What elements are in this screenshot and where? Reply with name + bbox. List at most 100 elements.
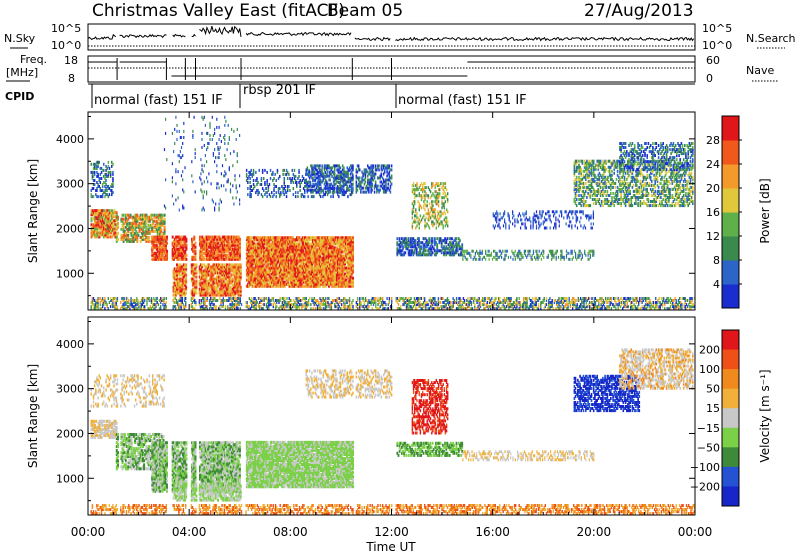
power-range-gate xyxy=(266,238,269,242)
power-range-gate xyxy=(155,229,158,233)
power-range-gate xyxy=(245,238,249,242)
power-range-gate xyxy=(157,233,160,237)
power-range-gate xyxy=(207,267,210,271)
power-range-gate xyxy=(229,257,232,261)
power-range-gate xyxy=(669,297,672,300)
power-range-gate xyxy=(91,299,94,302)
power-range-gate xyxy=(191,277,194,281)
power-range-gate xyxy=(139,225,142,229)
power-range-gate xyxy=(164,257,167,261)
power-range-gate xyxy=(449,303,451,307)
power-range-gate xyxy=(301,238,304,242)
power-range-gate xyxy=(313,297,315,300)
power-range-gate xyxy=(666,297,668,300)
power-range-gate xyxy=(155,299,157,302)
power-range-gate xyxy=(299,299,302,302)
power-range-gate xyxy=(90,213,93,217)
power-range-gate xyxy=(352,307,354,310)
power-range-gate xyxy=(160,215,163,219)
power-range-gate xyxy=(216,241,219,245)
power-range-gate xyxy=(237,269,240,273)
power-range-gate xyxy=(281,262,284,266)
power-range-gate xyxy=(111,229,113,233)
power-range-gate xyxy=(294,246,298,250)
power-range-gate xyxy=(545,297,548,300)
power-range-gate xyxy=(177,235,180,239)
power-range-gate xyxy=(689,305,691,309)
power-range-gate xyxy=(269,272,272,276)
power-range-gate xyxy=(176,271,178,275)
power-range-gate xyxy=(269,250,272,254)
power-range-gate xyxy=(565,297,567,300)
power-range-gate xyxy=(290,278,293,282)
power-range-gate xyxy=(95,164,97,168)
power-range-gate xyxy=(105,231,108,235)
power-range-gate xyxy=(304,258,307,262)
power-range-gate xyxy=(310,244,313,248)
power-range-gate xyxy=(230,235,233,239)
power-range-gate xyxy=(175,249,178,253)
power-range-gate xyxy=(658,305,660,309)
power-range-gate xyxy=(124,237,127,241)
power-range-gate xyxy=(163,305,165,309)
power-range-gate xyxy=(151,235,154,239)
power-range-gate xyxy=(213,263,216,267)
power-range-gate xyxy=(215,241,217,245)
power-range-gate xyxy=(193,245,196,249)
power-range-gate xyxy=(263,240,266,244)
power-range-gate xyxy=(221,243,224,247)
power-range-gate xyxy=(260,242,263,246)
power-range-gate xyxy=(161,239,164,243)
power-range-gate xyxy=(446,307,449,310)
power-range-gate xyxy=(116,307,119,310)
power-range-gate xyxy=(131,225,134,229)
power-range-gate xyxy=(131,299,133,302)
power-range-gate xyxy=(112,233,115,237)
power-range-gate xyxy=(114,215,117,219)
power-range-gate xyxy=(252,301,254,304)
power-range-gate xyxy=(275,268,278,272)
power-range-gate xyxy=(656,305,658,309)
power-range-gate xyxy=(165,305,167,309)
power-range-gate xyxy=(235,269,238,273)
power-range-gate xyxy=(661,303,664,307)
power-range-gate xyxy=(680,305,682,309)
power-range-gate xyxy=(482,297,484,300)
power-range-gate xyxy=(203,303,205,307)
power-range-gate xyxy=(210,285,213,289)
power-range-gate xyxy=(218,245,221,249)
power-range-gate xyxy=(154,251,157,255)
power-range-gate xyxy=(416,303,418,307)
power-range-gate xyxy=(239,307,241,310)
power-range-gate xyxy=(247,278,250,282)
power-range-gate xyxy=(93,303,96,307)
power-range-gate xyxy=(260,250,263,254)
power-range-gate xyxy=(225,271,227,275)
power-range-gate xyxy=(163,251,166,255)
power-range-gate xyxy=(194,263,197,267)
power-range-gate xyxy=(263,250,266,254)
power-range-gate xyxy=(498,301,500,304)
power-range-gate xyxy=(132,239,135,243)
power-range-gate xyxy=(199,281,202,285)
power-range-gate xyxy=(245,278,249,282)
power-range-gate xyxy=(161,247,164,251)
power-range-gate xyxy=(92,170,95,174)
power-range-gate xyxy=(289,299,292,302)
power-range-gate xyxy=(369,301,371,304)
power-range-gate xyxy=(201,249,204,253)
power-range-gate xyxy=(592,303,594,307)
power-range-gate xyxy=(176,247,179,251)
power-range-gate xyxy=(190,289,193,293)
power-range-gate xyxy=(562,299,565,302)
power-range-gate xyxy=(226,253,229,257)
power-range-gate xyxy=(112,305,114,309)
power-range-gate xyxy=(193,291,196,295)
power-range-gate xyxy=(605,307,607,310)
power-range-gate xyxy=(312,299,314,302)
power-range-gate xyxy=(305,246,308,250)
power-range-gate xyxy=(451,307,453,310)
power-range-gate xyxy=(245,260,249,264)
power-range-gate xyxy=(519,301,521,304)
power-range-gate xyxy=(136,237,139,241)
